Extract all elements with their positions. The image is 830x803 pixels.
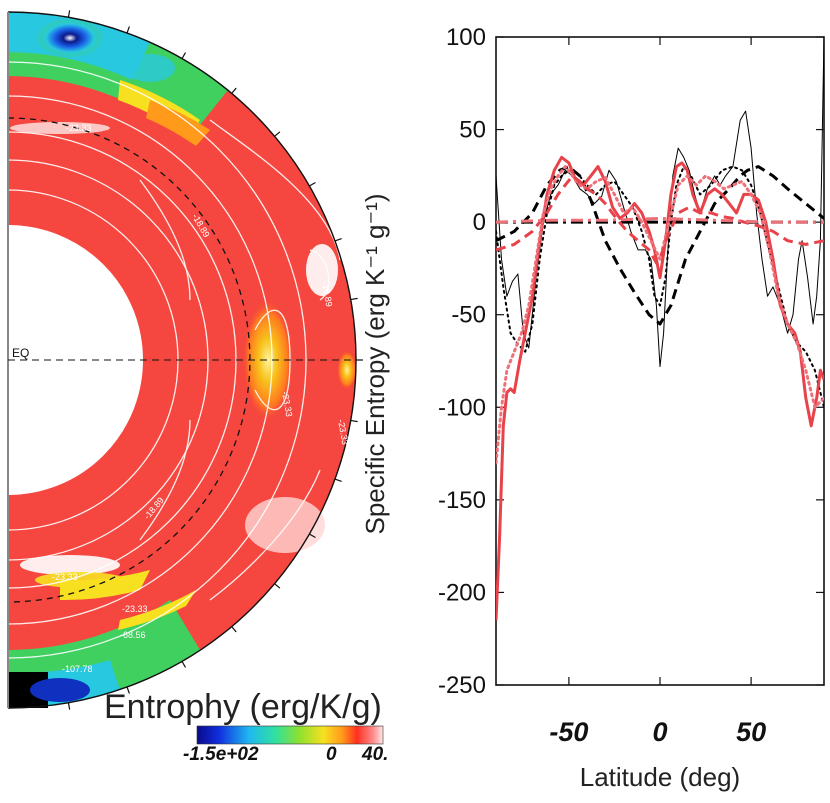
- x-tick-label: 50: [736, 717, 766, 747]
- boundary-tick: [181, 52, 187, 59]
- x-tick-label: 0: [652, 717, 667, 747]
- series-black-dotted: [496, 165, 824, 409]
- boundary-tick: [231, 626, 237, 633]
- outer-boundary: [7, 11, 357, 709]
- line-plot: 100 50 0 -50 -100 -150 -200 -250 -50 0 50 Specifi…: [360, 24, 825, 792]
- y-tick-label: -100: [438, 394, 486, 421]
- y-tick-label: 50: [459, 117, 486, 144]
- x-tick-label: -50: [549, 717, 588, 747]
- contour-label: -18.89: [320, 281, 334, 308]
- y-tick-label: 100: [446, 24, 486, 51]
- boundary-tick: [231, 87, 237, 94]
- boundary-tick: [126, 26, 130, 34]
- contour-label: -23.33: [336, 419, 350, 446]
- boundary-tick: [309, 533, 316, 539]
- series-group: [496, 37, 824, 621]
- y-tick-label: 0: [473, 209, 486, 236]
- boundary-tick: [67, 10, 71, 18]
- contour-label: -107.78: [62, 664, 93, 674]
- entropy-meridional-slice: EQ -23.33 -18.89 -18.89 -23.33 -23.33 -1…: [7, 10, 363, 710]
- series-red-dotted: [496, 165, 824, 465]
- boundary-tick: [309, 181, 316, 187]
- colorbar-min-label: -1.5e+02: [183, 744, 259, 765]
- x-axis: -50 0 50: [549, 37, 766, 747]
- contour-label: -23.33: [122, 604, 148, 614]
- colorbar-max-label: 40.: [361, 744, 388, 765]
- boundary-tick: [126, 686, 130, 694]
- boundary-tick: [350, 419, 358, 423]
- y-tick-label: -200: [438, 579, 486, 606]
- contour-label: -68.56: [120, 630, 146, 640]
- colorbar-mid-label: 0: [326, 744, 337, 765]
- colorbar-title: Entrophy (erg/K/g): [104, 688, 382, 726]
- contour-label: -23.33: [52, 572, 78, 582]
- boundary-tick: [350, 297, 358, 301]
- y-tick-label: -150: [438, 487, 486, 514]
- outer-boundary-ticks: [67, 10, 363, 710]
- boundary-tick: [334, 238, 342, 242]
- boundary-tick: [181, 661, 187, 668]
- boundary-tick: [334, 478, 342, 482]
- north-polar-band: [8, 11, 228, 146]
- boundary-tick: [274, 583, 281, 589]
- y-axis-title: Specific Entropy (erg K⁻¹ g⁻¹): [360, 194, 390, 535]
- series-black-dashed: [496, 165, 824, 326]
- colorbar: Entrophy (erg/K/g) -1.5e+02 0 40.: [104, 688, 388, 765]
- equator-label: EQ: [12, 346, 29, 360]
- x-axis-title: Latitude (deg): [580, 762, 740, 792]
- series-red-dashdot: [496, 216, 824, 224]
- contour-label: -23.33: [66, 123, 92, 133]
- y-tick-label: -250: [438, 672, 486, 699]
- colorbar-gradient: [196, 725, 384, 745]
- y-axis: 100 50 0 -50 -100 -150 -200 -250: [438, 24, 824, 699]
- boundary-tick: [67, 702, 71, 710]
- y-tick-label: -50: [451, 302, 486, 329]
- boundary-tick: [274, 131, 281, 137]
- contour-label: -23.33: [280, 391, 294, 418]
